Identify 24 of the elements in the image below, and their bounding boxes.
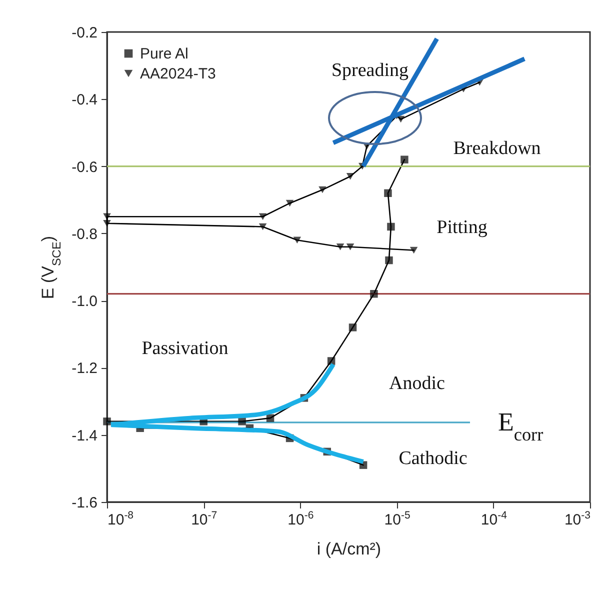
x-tick-label: 10$^{-5}$ [384,510,410,528]
annotation: Pitting [436,217,488,238]
y-tick-label: -0.2 [72,24,98,42]
y-tick-label: -1.6 [72,494,98,512]
y-tick-label: -1.0 [72,293,98,310]
legend-label: AA2024-T3 [140,66,216,82]
x-tick-label: 10$^{-8}$ [108,510,134,528]
annotation: Breakdown [453,138,542,159]
ref-line-label: E$_{corr}$ [498,407,544,444]
y-tick-label: -0.4 [72,92,98,109]
legend-label: Pure Al [140,46,188,62]
annotation: Anodic [389,373,445,394]
x-tick-label: 10$^{-4}$ [480,510,508,528]
x-tick-label: 10$^{-7}$ [191,510,218,528]
y-tick-label: -1.2 [72,360,98,378]
annotation: Spreading [331,60,410,81]
x-tick-label: 10$^{-6}$ [288,510,314,528]
annotation: Cathodic [398,448,468,469]
y-tick-label: -0.8 [72,226,98,243]
x-axis-title: i (A/cm²) [316,540,382,558]
y-tick-label: -0.6 [72,158,98,176]
annotation: Passivation [142,338,229,359]
y-tick-label: -1.4 [72,427,98,444]
x-tick-label: 10$^{-3}$ [564,510,591,528]
